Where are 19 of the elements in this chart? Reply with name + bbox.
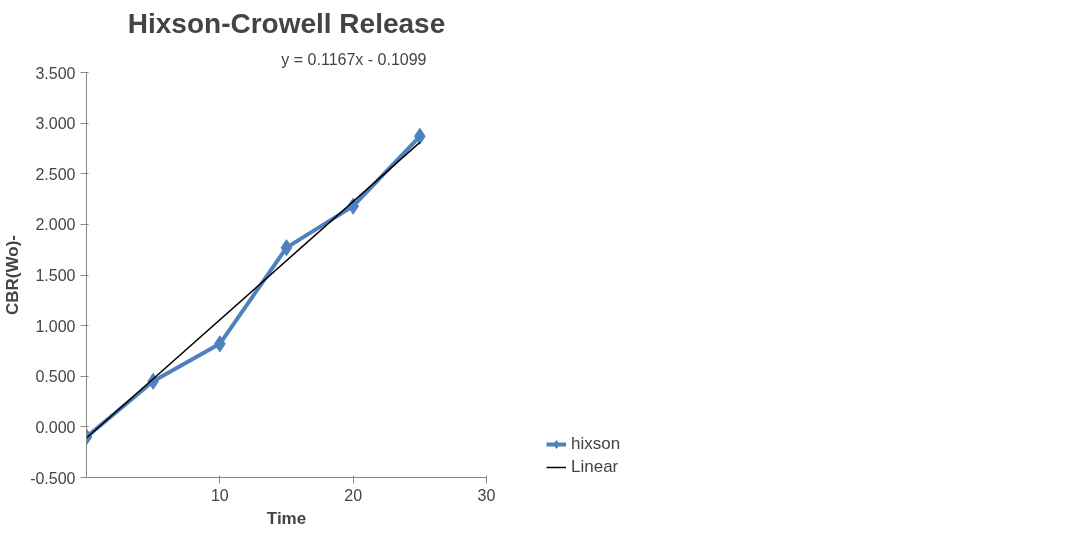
text: y = 0.1167x - 0.1099	[281, 50, 427, 68]
x-tick-label: 10	[210, 486, 229, 504]
y-axis-title: CBR(Wo)-	[3, 235, 23, 315]
y-tick-label: -0.500	[30, 469, 76, 487]
x-axis-title: Time	[266, 508, 307, 528]
y-tick-label: 3.500	[35, 64, 76, 82]
point	[280, 239, 293, 257]
x-tick-label: 20	[344, 486, 363, 504]
y-tick-label: 1.000	[35, 317, 76, 335]
legend-label: hixson	[571, 434, 621, 454]
x-tick-label: 30	[477, 486, 496, 504]
legend-label: Linear	[571, 457, 619, 477]
y-tick-label: 3.000	[35, 115, 76, 133]
y-tick-label: 1.500	[35, 267, 76, 284]
chart-title: Hixson-Crowell Release	[127, 7, 446, 39]
y-tick-label: 2.500	[35, 165, 76, 183]
y-tick-label: 0.000	[35, 418, 76, 436]
y-tick-label: 0.500	[35, 368, 76, 386]
y-tick-label: 2.000	[35, 216, 76, 234]
